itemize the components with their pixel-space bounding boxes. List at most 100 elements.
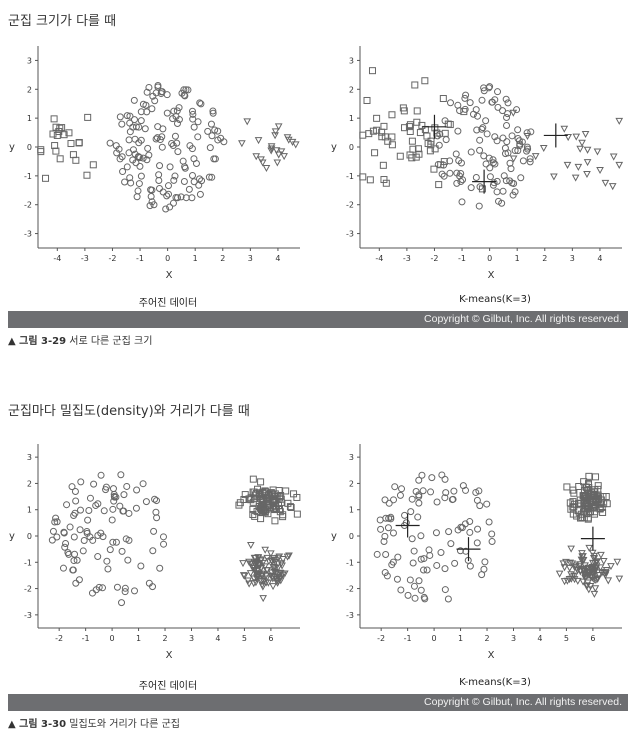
data-point-circle <box>428 474 436 482</box>
figure-label: ▲ 그림 3-29 <box>8 336 67 347</box>
data-point-circle <box>488 530 496 538</box>
data-point-circle <box>60 529 68 537</box>
data-point-circle <box>86 533 94 541</box>
data-point-circle <box>406 576 414 584</box>
data-point-circle <box>109 538 117 546</box>
data-point-circle <box>408 535 416 543</box>
figure-caption-text: 밀집도와 거리가 다른 군집 <box>69 719 181 730</box>
data-point-triangle <box>572 133 581 141</box>
data-point-circle <box>490 179 498 187</box>
y-tick-label: -2 <box>24 585 32 594</box>
figure-caption: ▲ 그림 3-30 밀집도와 거리가 다른 군집 <box>8 715 180 730</box>
data-point-triangle <box>597 551 605 559</box>
data-point-circle <box>116 113 124 121</box>
data-point-circle <box>94 500 102 508</box>
data-point-square <box>401 124 409 132</box>
data-point-triangle <box>244 577 252 585</box>
data-point-circle <box>123 482 131 490</box>
data-point-circle <box>211 155 219 163</box>
data-point-circle <box>142 101 150 109</box>
data-point-circle <box>526 158 534 166</box>
y-tick-label: 2 <box>349 479 354 488</box>
data-point-circle <box>123 163 131 171</box>
data-point-circle <box>456 172 464 180</box>
data-point-triangle <box>257 577 266 585</box>
data-point-square <box>371 149 379 157</box>
data-point-square <box>588 503 596 511</box>
data-point-circle <box>491 160 499 168</box>
data-point-square <box>584 515 592 523</box>
data-point-square <box>574 507 582 515</box>
data-point-circle <box>120 491 128 499</box>
data-point-circle <box>475 202 483 210</box>
data-point-circle <box>387 515 395 523</box>
data-point-triangle <box>269 555 278 563</box>
data-point-circle <box>382 550 390 558</box>
y-tick-label: -3 <box>24 230 32 239</box>
data-point-circle <box>171 172 179 180</box>
data-point-circle <box>415 499 423 507</box>
section-title-size: 군집 크기가 다를 때 <box>8 14 117 29</box>
data-point-circle <box>130 96 138 104</box>
data-point-circle <box>117 471 125 479</box>
data-point-circle <box>90 480 98 488</box>
data-point-circle <box>190 123 198 131</box>
data-point-circle <box>489 159 497 167</box>
data-point-square <box>279 511 287 519</box>
y-tick-label: 1 <box>349 114 354 123</box>
data-point-circle <box>139 480 147 488</box>
data-point-square <box>50 115 58 123</box>
data-point-circle <box>493 137 501 145</box>
data-point-circle <box>434 160 442 168</box>
data-point-circle <box>118 153 126 161</box>
data-point-square <box>413 107 421 115</box>
y-tick-label: 3 <box>349 453 354 462</box>
data-point-circle <box>196 175 204 183</box>
data-point-circle <box>148 198 156 206</box>
data-point-triangle <box>539 144 548 153</box>
y-tick-label: 0 <box>27 532 32 541</box>
data-point-circle <box>419 487 427 495</box>
x-axis-label: X <box>488 270 495 281</box>
data-point-circle <box>69 566 77 574</box>
data-point-circle <box>53 533 61 541</box>
data-point-circle <box>145 151 153 159</box>
data-point-triangle <box>615 575 624 583</box>
data-point-circle <box>156 162 164 170</box>
data-point-square <box>589 491 597 499</box>
data-point-circle <box>414 513 422 521</box>
data-point-circle <box>118 120 126 128</box>
data-point-circle <box>71 550 79 558</box>
y-tick-label: -3 <box>24 611 32 620</box>
data-point-triangle <box>579 566 588 574</box>
data-point-circle <box>504 99 512 107</box>
data-point-triangle <box>285 552 293 560</box>
y-tick-label: -1 <box>346 172 354 181</box>
data-point-triangle <box>246 560 255 568</box>
data-point-square <box>37 146 45 154</box>
data-point-triangle <box>238 140 246 148</box>
copyright-bar: Copyright © Gilbut, Inc. All rights rese… <box>8 311 628 328</box>
data-point-circle <box>189 110 197 118</box>
data-point-circle <box>454 127 462 135</box>
data-point-circle <box>458 198 466 206</box>
data-point-circle <box>513 106 521 114</box>
data-point-circle <box>173 120 181 128</box>
data-point-circle <box>196 99 204 107</box>
data-point-circle <box>125 509 133 517</box>
data-point-circle <box>159 188 167 196</box>
data-point-circle <box>467 184 475 192</box>
data-point-circle <box>504 110 512 118</box>
data-point-circle <box>70 511 78 519</box>
data-point-square <box>427 137 435 145</box>
data-point-circle <box>457 523 465 531</box>
data-point-triangle <box>259 595 268 603</box>
data-point-triangle <box>604 577 613 585</box>
data-point-circle <box>75 576 83 584</box>
data-point-circle <box>489 156 497 164</box>
data-point-square <box>602 493 610 501</box>
data-point-circle <box>479 124 487 132</box>
data-point-circle <box>433 561 441 569</box>
data-point-square <box>67 140 75 148</box>
data-point-square <box>388 133 396 141</box>
